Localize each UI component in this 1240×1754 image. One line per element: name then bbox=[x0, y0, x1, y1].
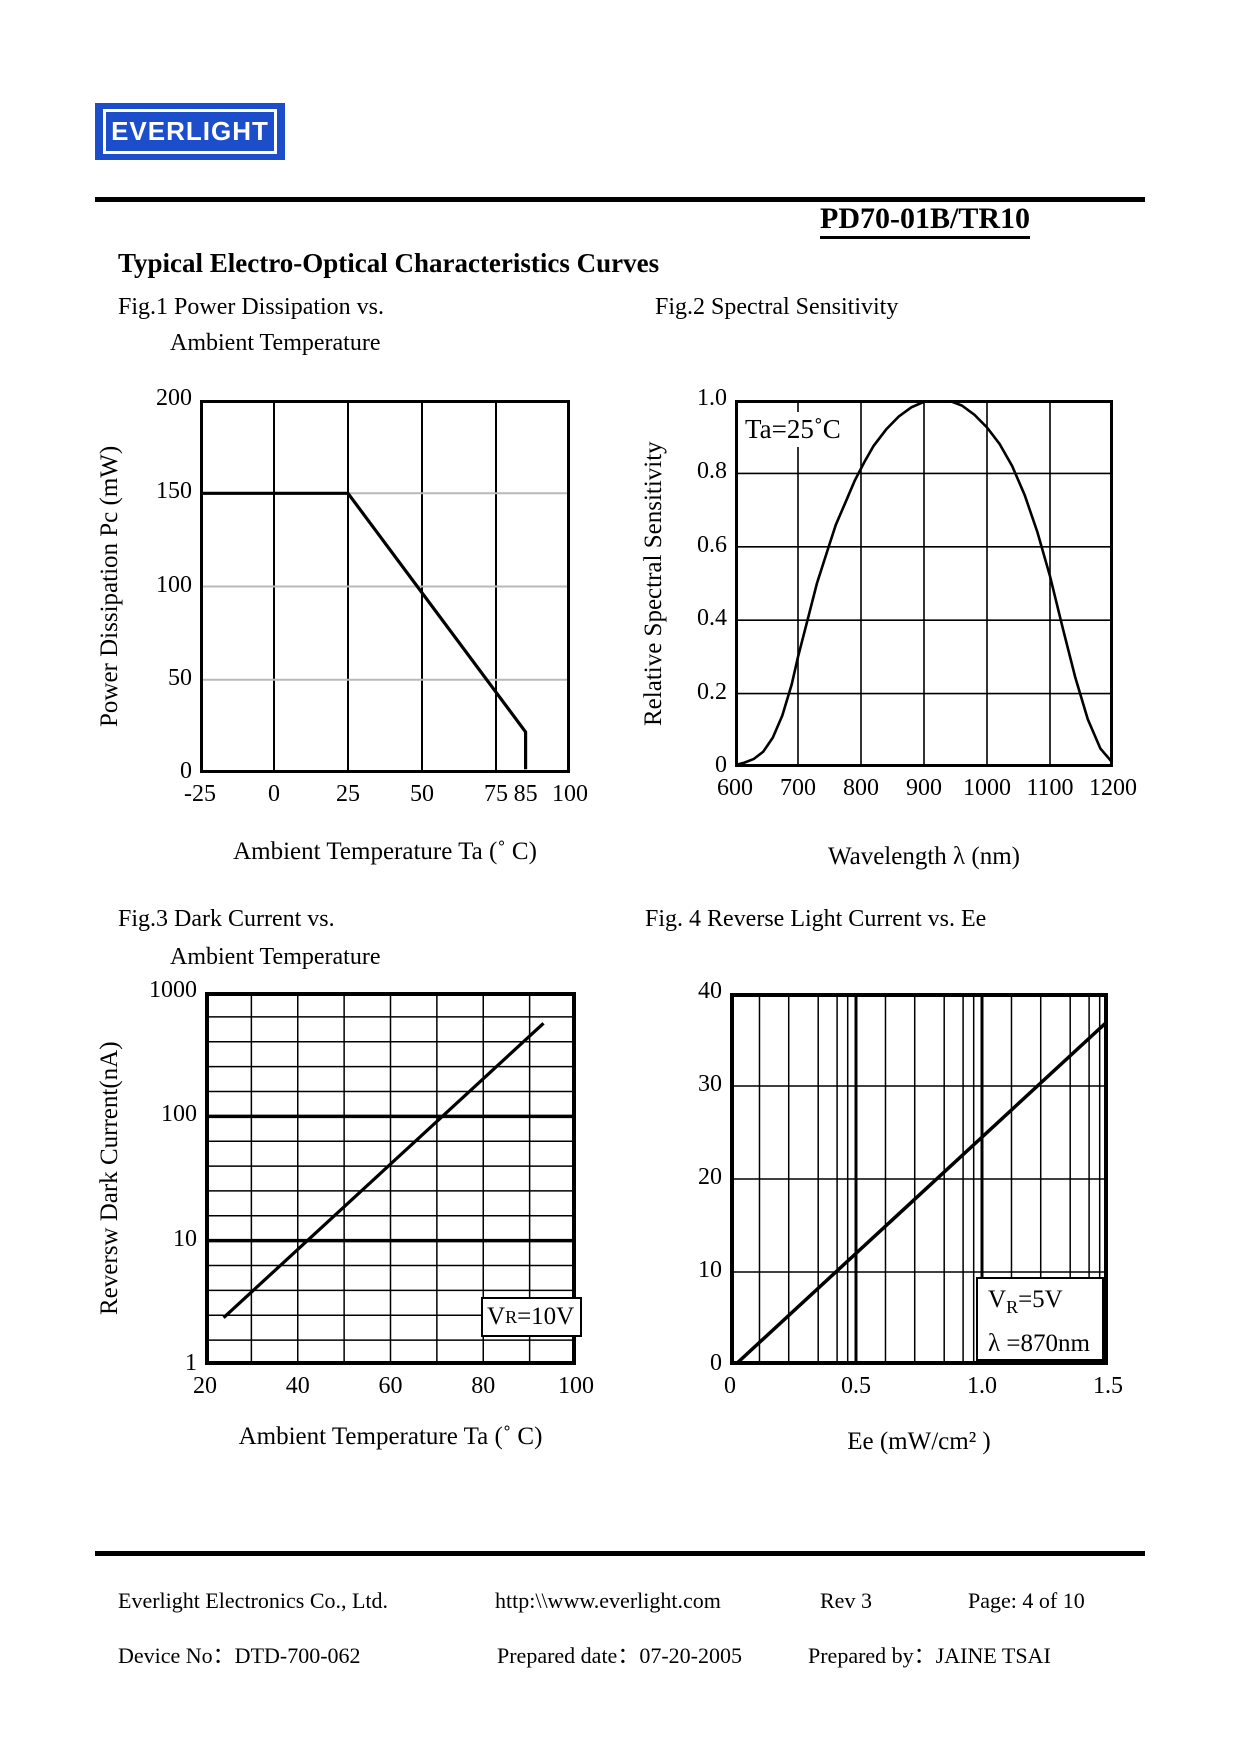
fig1-y-tick-100: 100 bbox=[156, 571, 192, 598]
fig1-caption-line1: Fig.1 Power Dissipation vs. bbox=[118, 294, 385, 320]
fig4-y-tick-10: 10 bbox=[698, 1257, 722, 1283]
fig1-x-axis-label: Ambient Temperature Ta (˚ C) bbox=[233, 838, 537, 865]
footer-page-number: Page: 4 of 10 bbox=[968, 1588, 1085, 1613]
footer-prepared-by: Prepared by：JAINE TSAI bbox=[808, 1643, 1051, 1668]
fig2-x-tick-1000: 1000 bbox=[963, 775, 1011, 801]
footer-rev: Rev 3 bbox=[820, 1588, 872, 1613]
fig1-x-tick-100: 100 bbox=[552, 781, 588, 807]
footer-rule bbox=[95, 1551, 1145, 1556]
fig4-y-tick-40: 40 bbox=[698, 978, 722, 1004]
page-title: Typical Electro-Optical Characteristics … bbox=[118, 248, 660, 278]
fig4-x-tick-0: 0 bbox=[724, 1373, 736, 1399]
fig4-annotation-box: VR=5V λ =870nm bbox=[976, 1277, 1104, 1361]
fig2-x-tick-900: 900 bbox=[906, 775, 942, 801]
fig1-x-tick-25: 25 bbox=[336, 781, 360, 807]
fig3-x-tick-80: 80 bbox=[471, 1373, 496, 1399]
fig4-lambda-annotation: λ =870nm bbox=[988, 1330, 1090, 1357]
fig3-x-tick-100: 100 bbox=[558, 1373, 594, 1399]
fig2-x-tick-600: 600 bbox=[717, 775, 753, 801]
header-rule bbox=[95, 197, 1145, 202]
fig1-y-tick-150: 150 bbox=[156, 478, 192, 505]
fig3-x-tick-20: 20 bbox=[193, 1373, 217, 1399]
fig4-x-axis-label: Ee (mW/cm² ) bbox=[847, 1428, 991, 1455]
footer-company: Everlight Electronics Co., Ltd. bbox=[118, 1588, 389, 1613]
fig3-plot-area bbox=[205, 992, 576, 1365]
fig2-spectral-sensitivity-chart: Ta=25˚C 600 700 800 900 1000 1100 1200 0 0.2 0.4 0… bbox=[697, 385, 1137, 801]
fig3-x-tick-60: 60 bbox=[378, 1373, 403, 1399]
logo-frame: EVERLIGHT bbox=[103, 109, 277, 154]
fig1-y-tick-0: 0 bbox=[180, 758, 192, 784]
fig4-vr-annotation: VR=5V bbox=[988, 1286, 1063, 1317]
fig2-x-tick-800: 800 bbox=[843, 775, 879, 801]
fig3-y-tick-10: 10 bbox=[173, 1225, 197, 1252]
fig2-x-tick-700: 700 bbox=[780, 775, 816, 801]
fig3-vr-annotation: V R =10V bbox=[481, 1297, 582, 1337]
fig2-y-tick-0.6: 0.6 bbox=[697, 531, 727, 558]
fig1-y-tick-200: 200 bbox=[156, 385, 192, 411]
fig1-x-tick--25: -25 bbox=[184, 781, 216, 807]
fig4-caption: Fig. 4 Reverse Light Current vs. Ee bbox=[645, 906, 987, 932]
everlight-logo: EVERLIGHT bbox=[95, 103, 285, 160]
fig4-plot-area bbox=[730, 993, 1108, 1365]
fig2-plot-area bbox=[735, 400, 1113, 767]
footer-website: http:\\www.everlight.com bbox=[495, 1588, 721, 1613]
footer-device-no: Device No：DTD-700-062 bbox=[118, 1643, 361, 1668]
fig2-y-tick-1.0: 1.0 bbox=[697, 385, 727, 411]
fig1-x-tick-85: 85 bbox=[513, 781, 538, 807]
footer-prepared-date: Prepared date：07-20-2005 bbox=[497, 1643, 742, 1668]
fig4-x-tick-1.5: 1.5 bbox=[1093, 1373, 1123, 1399]
fig2-x-axis-label: Wavelength λ (nm) bbox=[828, 843, 1020, 870]
fig3-caption-line1: Fig.3 Dark Current vs. bbox=[118, 906, 335, 932]
fig3-y-axis-label: Reversw Dark Current(nA) bbox=[96, 1041, 123, 1316]
fig3-x-tick-40: 40 bbox=[285, 1373, 310, 1399]
fig3-x-axis-label: Ambient Temperature Ta (˚ C) bbox=[238, 1423, 543, 1450]
fig1-y-axis-label: Power Dissipation Pc (mW) bbox=[96, 445, 123, 728]
fig2-caption: Fig.2 Spectral Sensitivity bbox=[655, 294, 899, 320]
fig2-y-tick-0.4: 0.4 bbox=[697, 605, 727, 632]
fig4-x-tick-1.0: 1.0 bbox=[967, 1373, 997, 1399]
fig3-caption-line2: Ambient Temperature bbox=[170, 944, 381, 970]
fig3-y-tick-1: 1 bbox=[185, 1350, 197, 1376]
fig3-y-tick-1000: 1000 bbox=[149, 977, 197, 1003]
fig3-dark-current-chart: V R =10V 20 40 60 80 100 1 10 100 1000 bbox=[149, 977, 594, 1399]
fig4-y-tick-20: 20 bbox=[698, 1164, 722, 1190]
fig4-y-tick-0: 0 bbox=[710, 1350, 722, 1376]
fig2-x-tick-1100: 1100 bbox=[1026, 775, 1074, 801]
fig2-y-tick-0: 0 bbox=[715, 752, 727, 778]
fig2-y-tick-0.8: 0.8 bbox=[697, 458, 727, 485]
fig2-ta-annotation: Ta=25˚C bbox=[743, 412, 849, 447]
fig2-x-tick-1200: 1200 bbox=[1089, 775, 1137, 801]
fig1-plot-area bbox=[200, 400, 570, 773]
fig1-y-tick-50: 50 bbox=[168, 664, 192, 691]
fig2-y-tick-0.2: 0.2 bbox=[697, 678, 727, 705]
fig3-y-tick-100: 100 bbox=[161, 1101, 197, 1128]
fig4-x-tick-0.5: 0.5 bbox=[841, 1373, 871, 1399]
fig1-x-tick-50: 50 bbox=[410, 781, 434, 807]
fig1-x-tick-0: 0 bbox=[268, 781, 280, 807]
part-number: PD70-01B/TR10 bbox=[760, 202, 1030, 239]
fig1-power-dissipation-chart: -25 0 25 50 75 85 100 0 50 100 150 200 bbox=[156, 385, 588, 807]
logo-text: EVERLIGHT bbox=[111, 116, 269, 146]
fig1-x-tick-75: 75 bbox=[484, 781, 508, 807]
fig2-y-axis-label: Relative Spectral Sensitivity bbox=[640, 441, 667, 726]
fig4-reverse-light-current-chart: VR=5V λ =870nm 0 0.5 1.0 1.5 0 10 20 30 40 bbox=[698, 978, 1123, 1399]
fig1-caption-line2: Ambient Temperature bbox=[170, 330, 381, 356]
fig4-y-tick-30: 30 bbox=[698, 1071, 722, 1097]
